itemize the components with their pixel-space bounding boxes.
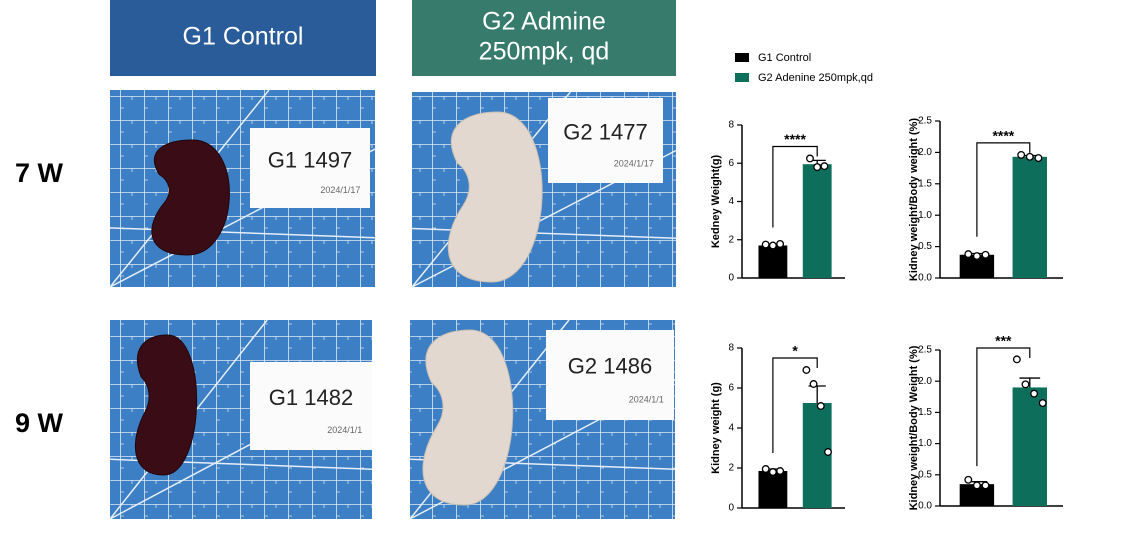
sample-id: G1 1482 (269, 385, 353, 410)
significance-label: * (792, 343, 798, 359)
data-point (816, 402, 825, 410)
data-point (768, 468, 777, 476)
legend-label: G2 Adenine 250mpk,qd (758, 72, 873, 84)
sample-date: 2024/1/17 (320, 185, 360, 195)
y-tick-label: 1.5 (918, 407, 932, 418)
y-tick-label: 1.0 (918, 210, 932, 221)
y-tick-label: 0 (728, 273, 734, 284)
row-label: 9 W (15, 408, 64, 438)
y-tick-label: 8 (728, 120, 734, 131)
label-card (250, 362, 372, 450)
y-tick-label: 6 (728, 383, 734, 394)
data-point (964, 475, 973, 484)
y-tick-label: 2 (728, 234, 734, 245)
y-tick-label: 6 (728, 158, 734, 169)
y-tick-label: 0.0 (918, 273, 932, 284)
data-point (1012, 355, 1021, 364)
y-tick-label: 1.0 (918, 438, 932, 449)
data-point (1034, 154, 1043, 163)
legend-swatch (735, 53, 749, 62)
legend-label: G1 Control (758, 52, 811, 64)
sample-date: 2024/1/1 (327, 425, 362, 435)
label-card (548, 98, 663, 183)
row-label: 7 W (15, 158, 64, 188)
data-point (813, 163, 822, 172)
bar (802, 164, 832, 278)
sample-date: 2024/1/17 (614, 159, 654, 169)
y-tick-label: 8 (728, 343, 734, 354)
error-bar (808, 385, 826, 403)
data-point (1030, 389, 1039, 398)
y-tick-label: 0.5 (918, 241, 932, 252)
header-text: 250mpk, qd (479, 38, 610, 66)
significance-label: **** (784, 131, 806, 147)
data-point (1025, 152, 1034, 161)
data-point (776, 240, 785, 248)
data-point (809, 380, 818, 388)
y-tick-label: 0.0 (918, 501, 932, 512)
data-point (768, 241, 777, 250)
significance-bracket (976, 347, 1031, 467)
data-point (1021, 380, 1030, 389)
bar (758, 471, 788, 508)
y-axis-label: Kidney weight/Body weight (%) (908, 118, 920, 282)
kidney (134, 334, 198, 476)
sample-id: G1 1497 (268, 147, 352, 172)
data-point (806, 154, 814, 163)
significance-label: **** (992, 128, 1014, 144)
kidney (151, 139, 230, 256)
header-box (412, 0, 676, 76)
y-tick-label: 4 (728, 423, 734, 434)
header-box (110, 0, 376, 76)
data-point (1017, 150, 1026, 159)
data-point (776, 467, 785, 475)
sample-id: G2 1477 (563, 120, 647, 145)
y-tick-label: 4 (728, 196, 734, 207)
kidney (422, 329, 514, 506)
y-axis-label: Kedney Weight(g) (710, 155, 722, 249)
data-point (820, 162, 829, 171)
y-axis-label: Kidney weight/Body Weight (%) (908, 345, 920, 510)
header-text: G2 Admine (482, 8, 606, 36)
significance-bracket (976, 142, 1031, 237)
y-tick-label: 2.0 (918, 147, 932, 158)
y-tick-label: 0.5 (918, 469, 932, 480)
sample-date: 2024/1/1 (629, 395, 664, 405)
bar (1012, 156, 1048, 278)
kidney (447, 111, 543, 283)
y-tick-label: 2.5 (918, 345, 932, 356)
y-axis-label: Kidney weight (g) (710, 382, 722, 474)
y-tick-label: 1.5 (918, 178, 932, 189)
data-point (761, 240, 770, 249)
data-point (981, 481, 990, 490)
legend-swatch (735, 73, 749, 82)
sample-id: G2 1486 (568, 354, 652, 379)
significance-label: *** (995, 333, 1012, 349)
data-point (1038, 399, 1047, 407)
y-tick-label: 0 (728, 503, 734, 514)
header-text: G1 Control (183, 23, 304, 51)
label-card (250, 128, 370, 208)
bar (959, 254, 995, 278)
data-point (824, 448, 832, 456)
data-point (972, 252, 981, 260)
bar (959, 484, 995, 506)
data-point (964, 250, 973, 259)
bar (1012, 387, 1048, 506)
significance-bracket (772, 145, 818, 228)
y-tick-label: 2.0 (918, 376, 932, 387)
significance-bracket (772, 357, 818, 453)
bar (758, 245, 788, 278)
data-point (972, 481, 981, 490)
error-bar (1019, 377, 1041, 388)
data-point (981, 250, 990, 259)
y-tick-label: 2.5 (918, 116, 932, 127)
label-card (546, 330, 674, 420)
data-point (802, 366, 811, 374)
y-tick-label: 2 (728, 463, 734, 474)
data-point (761, 465, 770, 473)
